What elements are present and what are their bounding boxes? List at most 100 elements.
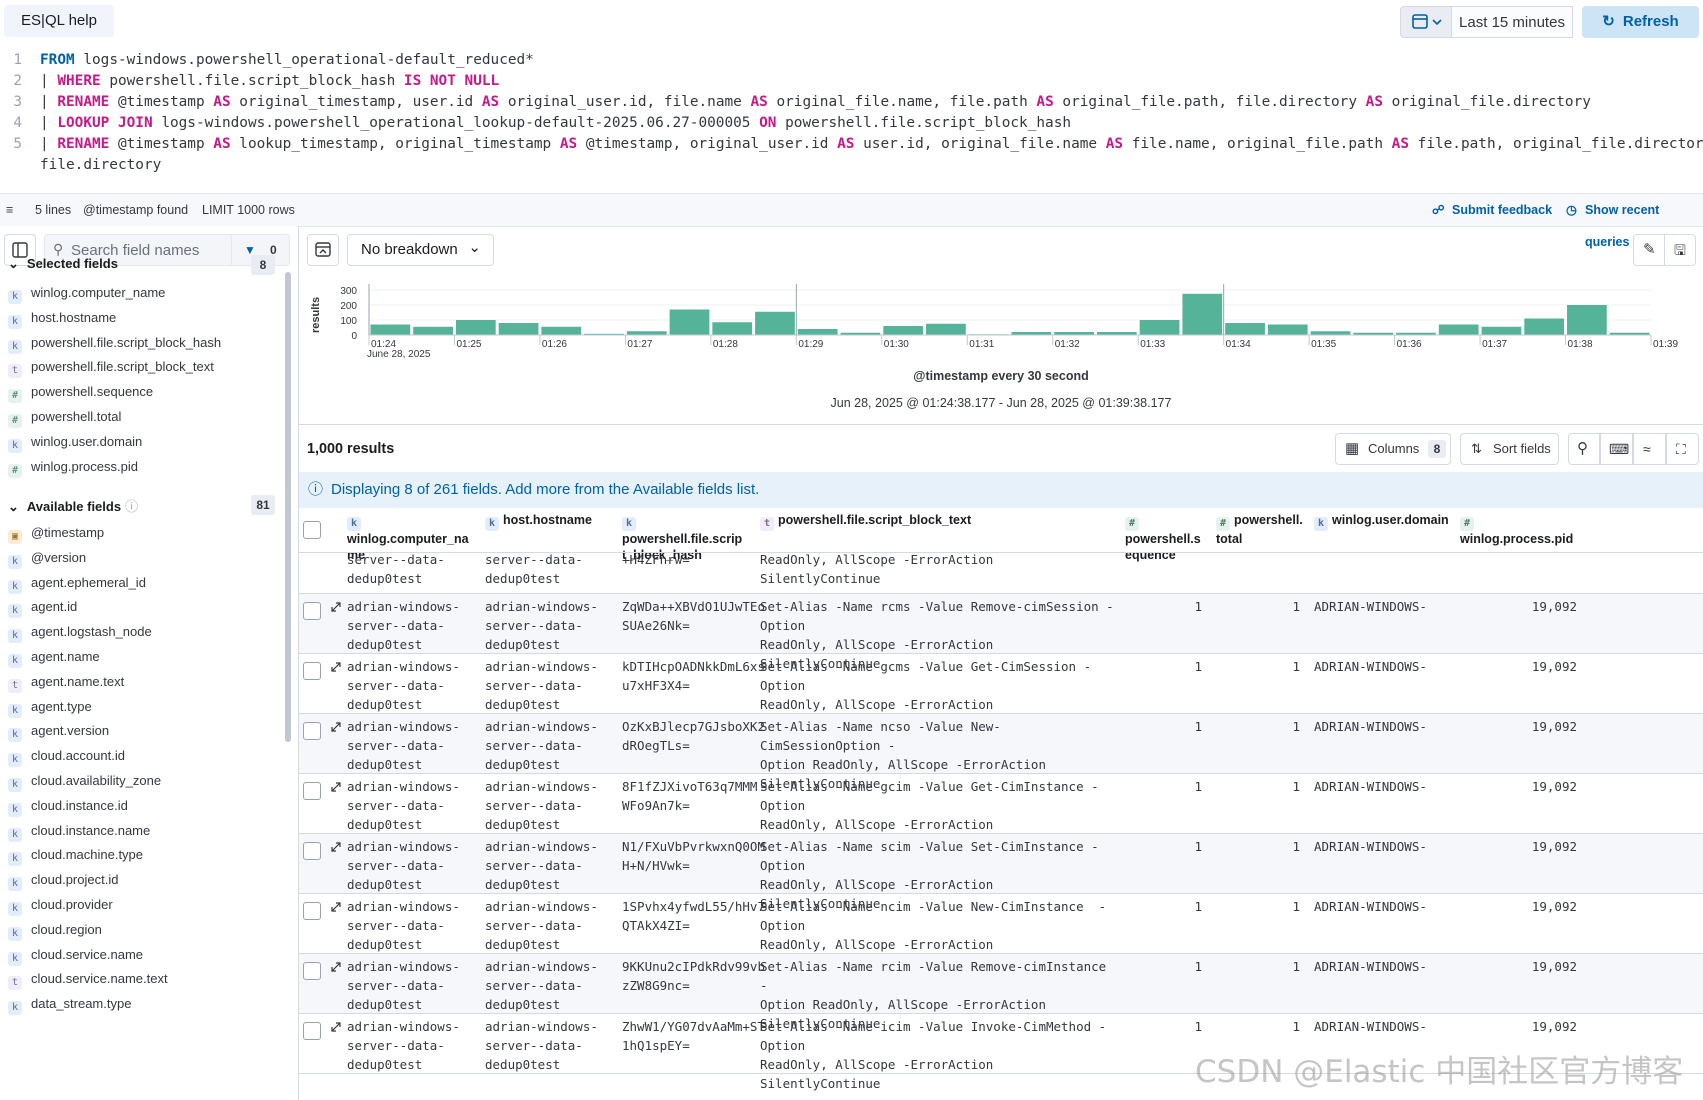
field-item[interactable]: t powershell.file.script_block_text: [8, 354, 278, 380]
table-row[interactable]: server--data- dedup0test server--data- de…: [299, 552, 1703, 594]
field-item[interactable]: k agent.type: [8, 694, 278, 720]
row-checkbox[interactable]: [303, 662, 321, 680]
toggle-chart-button[interactable]: [307, 234, 339, 266]
expand-row-icon[interactable]: [329, 780, 343, 794]
table-cell: 1: [1194, 959, 1202, 974]
breakdown-select[interactable]: No breakdown ⌄: [347, 234, 494, 266]
table-cell: adrian-windows- server--data- dedup0test: [485, 659, 598, 712]
column-header[interactable]: t powershell.file.script_block_text: [760, 512, 1120, 552]
field-item[interactable]: k host.hostname: [8, 305, 278, 331]
keyboard-shortcuts-button[interactable]: ⌨: [1600, 433, 1633, 465]
column-header[interactable]: # powershell. total: [1216, 512, 1308, 552]
field-item[interactable]: k @version: [8, 545, 278, 571]
field-item[interactable]: k agent.version: [8, 718, 278, 744]
selected-fields-header[interactable]: ⌄ Selected fields: [8, 256, 118, 272]
field-item[interactable]: k cloud.service.name: [8, 942, 278, 968]
histogram-bar: [1567, 305, 1607, 335]
select-all-checkbox[interactable]: [303, 521, 321, 539]
field-item[interactable]: k cloud.machine.type: [8, 842, 278, 868]
esql-query-editor[interactable]: 1 FROM logs-windows.powershell_operationa…: [0, 48, 1703, 188]
expand-row-icon[interactable]: [329, 720, 343, 734]
esql-help-button[interactable]: ES|QL help: [4, 5, 114, 37]
column-header-label: powershell.file.script_block_text: [778, 513, 972, 527]
field-filter-button[interactable]: ▼ 0: [231, 235, 290, 265]
sort-fields-button[interactable]: ⇅ Sort fields: [1460, 433, 1559, 465]
field-item[interactable]: t cloud.service.name.text: [8, 966, 278, 992]
field-search-input[interactable]: ⚲ Search field names ▼ 0: [44, 234, 290, 266]
row-checkbox[interactable]: [303, 602, 321, 620]
display-settings-button[interactable]: ≈: [1633, 433, 1666, 465]
table-row[interactable]: adrian-windows- server--data- dedup0test…: [299, 774, 1703, 851]
table-cell: adrian-windows- server--data- dedup0test: [347, 779, 460, 832]
row-checkbox[interactable]: [303, 962, 321, 980]
field-name: winlog.computer_name: [31, 285, 166, 300]
refresh-button[interactable]: ↻ Refresh: [1582, 6, 1699, 38]
field-item[interactable]: k cloud.project.id: [8, 867, 278, 893]
table-row[interactable]: adrian-windows- server--data- dedup0test…: [299, 954, 1703, 1031]
field-type-icon: ▣: [8, 530, 22, 544]
columns-button[interactable]: ▦ Columns 8: [1335, 433, 1451, 465]
table-row[interactable]: adrian-windows- server--data- dedup0test…: [299, 714, 1703, 791]
table-cell: 19,092: [1531, 599, 1577, 614]
field-item[interactable]: k cloud.instance.id: [8, 793, 278, 819]
available-fields-header[interactable]: ⌄ Available fields ⓘ: [8, 496, 138, 515]
expand-row-icon[interactable]: [329, 900, 343, 914]
field-item[interactable]: k agent.name: [8, 644, 278, 670]
expand-row-icon[interactable]: [329, 840, 343, 854]
column-header[interactable]: #winlog.process.pid: [1460, 512, 1585, 552]
row-checkbox[interactable]: [303, 722, 321, 740]
row-checkbox[interactable]: [303, 1022, 321, 1040]
show-recent-queries-link[interactable]: Show recent queries: [1585, 203, 1660, 249]
expand-row-icon[interactable]: [329, 600, 343, 614]
row-checkbox[interactable]: [303, 902, 321, 920]
field-item[interactable]: # powershell.total: [8, 404, 278, 430]
column-header[interactable]: k winlog.user.domain: [1314, 512, 1454, 552]
date-range-button[interactable]: Last 15 minutes: [1452, 6, 1573, 38]
expand-row-icon[interactable]: [329, 1020, 343, 1034]
field-item[interactable]: k agent.id: [8, 594, 278, 620]
histogram-bar: [840, 332, 881, 335]
submit-feedback-link[interactable]: Submit feedback: [1452, 203, 1553, 217]
field-item[interactable]: k cloud.region: [8, 917, 278, 943]
histogram-chart[interactable]: results 300 200 100 0 01:24 01:25 01:26 01:27 01:…: [299, 274, 1703, 392]
row-checkbox[interactable]: [303, 782, 321, 800]
fullscreen-button[interactable]: ⛶: [1666, 433, 1699, 465]
date-picker-toggle[interactable]: [1400, 6, 1452, 38]
expand-row-icon[interactable]: [329, 960, 343, 974]
expand-row-icon[interactable]: [329, 660, 343, 674]
field-item[interactable]: k cloud.account.id: [8, 743, 278, 769]
sidebar-scrollbar[interactable]: [285, 272, 291, 742]
field-item[interactable]: # powershell.sequence: [8, 379, 278, 405]
field-type-icon: k: [8, 926, 22, 941]
table-row[interactable]: adrian-windows- server--data- dedup0test…: [299, 654, 1703, 731]
table-row[interactable]: adrian-windows- server--data- dedup0test…: [299, 834, 1703, 911]
table-row[interactable]: adrian-windows- server--data- dedup0test…: [299, 594, 1703, 671]
column-header[interactable]: #powershell.s equence: [1125, 512, 1210, 562]
field-item[interactable]: t agent.name.text: [8, 669, 278, 695]
table-row[interactable]: adrian-windows- server--data- dedup0test…: [299, 894, 1703, 971]
field-name: cloud.service.name.text: [31, 971, 168, 987]
column-header[interactable]: kpowershell.file.scrip t_block_hash: [622, 512, 757, 562]
list-icon[interactable]: ≡: [6, 203, 14, 217]
collapse-sidebar-button[interactable]: [4, 234, 36, 266]
column-header[interactable]: kwinlog.computer_na me: [347, 512, 477, 562]
table-cell: ADRIAN-WINDOWS-: [1314, 899, 1427, 914]
row-checkbox[interactable]: [303, 842, 321, 860]
save-visualization-button[interactable]: 🖫: [1664, 234, 1696, 266]
field-item[interactable]: k agent.ephemeral_id: [8, 570, 278, 596]
edit-visualization-button[interactable]: ✎: [1633, 234, 1665, 266]
field-item[interactable]: # winlog.process.pid: [8, 454, 278, 480]
column-header[interactable]: k host.hostname: [485, 512, 615, 552]
table-row[interactable]: adrian-windows- server--data- dedup0test…: [299, 1014, 1703, 1091]
field-item[interactable]: ▣ @timestamp: [8, 520, 278, 546]
field-item[interactable]: k cloud.availability_zone: [8, 768, 278, 794]
code-line: | WHERE powershell.file.script_block_has…: [40, 73, 508, 89]
field-item[interactable]: k agent.logstash_node: [8, 619, 278, 645]
field-item[interactable]: k winlog.computer_name: [8, 280, 278, 306]
field-item[interactable]: k cloud.provider: [8, 892, 278, 918]
field-item[interactable]: k winlog.user.domain: [8, 429, 278, 455]
search-in-table-button[interactable]: ⚲: [1568, 433, 1600, 465]
field-item[interactable]: k cloud.instance.name: [8, 818, 278, 844]
field-item[interactable]: k data_stream.type: [8, 991, 278, 1017]
field-item[interactable]: k powershell.file.script_block_hash: [8, 330, 278, 356]
